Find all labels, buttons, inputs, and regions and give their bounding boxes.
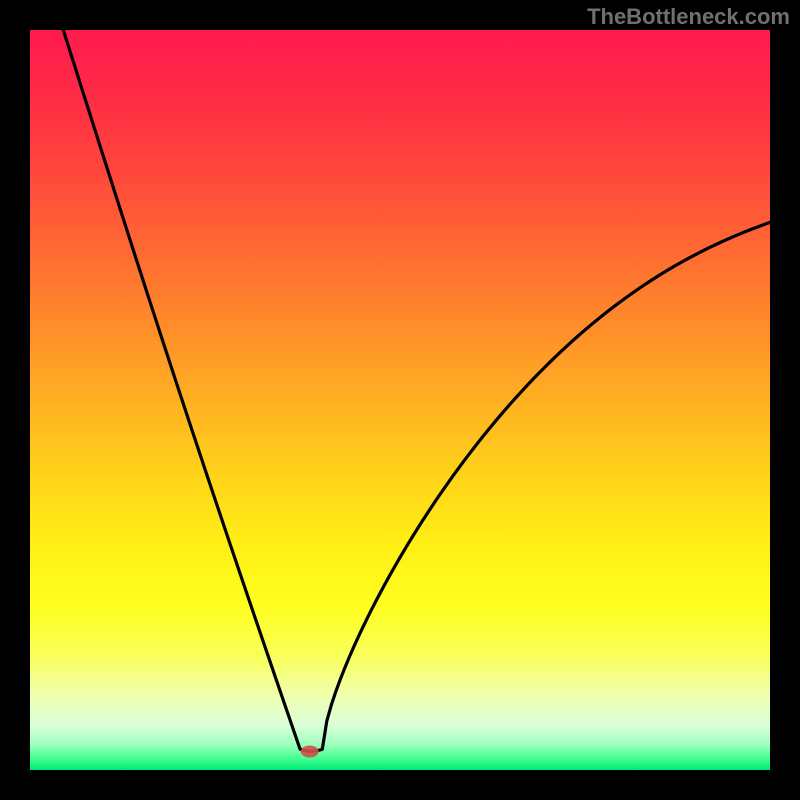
chart-container: TheBottleneck.com [0,0,800,800]
watermark-text: TheBottleneck.com [587,4,790,30]
bottleneck-chart [0,0,800,800]
optimal-point-marker [301,746,319,758]
plot-background-gradient [30,30,770,770]
